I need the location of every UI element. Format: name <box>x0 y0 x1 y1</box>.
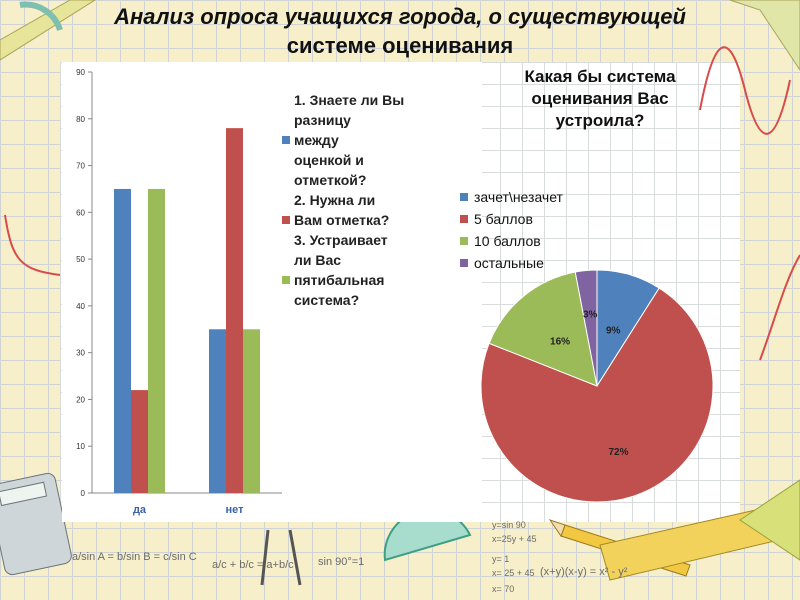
legend-entry: 1. Знаете ли Вы разницу между оценкой и отме… <box>282 90 422 190</box>
legend-entry: 10 баллов <box>460 230 563 252</box>
legend-swatch <box>282 136 290 144</box>
legend-swatch <box>460 259 468 267</box>
x-category-label: да <box>133 504 147 516</box>
y-tick-label: 70 <box>76 162 85 171</box>
note-line: x= 25 + 45 <box>492 568 535 578</box>
legend-entry: 2. Нужна ли Вам отметка? <box>282 190 422 230</box>
pie-chart-title: Какая бы система оценивания Вас устроила… <box>470 66 730 132</box>
slide-title-line: Анализ опроса учащихся города, о существ… <box>114 4 686 29</box>
legend-swatch <box>460 215 468 223</box>
slide-title: Анализ опроса учащихся города, о существ… <box>40 2 760 60</box>
set-square-icon <box>739 479 800 561</box>
legend-label: остальные <box>474 255 544 271</box>
protractor-icon <box>19 1 63 32</box>
pie-data-label: 72% <box>608 447 628 458</box>
legend-label: 5 баллов <box>474 211 533 227</box>
bar <box>148 188 165 493</box>
legend-text-line: между <box>294 132 339 148</box>
x-category-label: нет <box>225 504 244 516</box>
y-tick-label: 60 <box>76 208 85 217</box>
legend-label: зачет\незачет <box>474 189 563 205</box>
legend-text-line: отметкой? <box>294 172 367 188</box>
pie-slice <box>480 287 714 503</box>
bar <box>131 390 148 493</box>
bar <box>209 329 226 493</box>
y-tick-label: 50 <box>76 255 85 264</box>
pie-data-label: 9% <box>606 325 621 336</box>
y-tick-label: 30 <box>76 349 85 358</box>
legend-text-line: система? <box>294 292 360 308</box>
bar <box>243 329 260 493</box>
legend-label: 10 баллов <box>474 233 541 249</box>
formula-fraction: a/c + b/c = a+b/c <box>212 559 294 571</box>
legend-swatch <box>282 216 290 224</box>
legend-swatch <box>460 193 468 201</box>
note-line: y= 1 <box>492 554 509 564</box>
formula-sin90: sin 90°=1 <box>318 556 364 568</box>
legend-swatch <box>282 276 290 284</box>
pie-slice <box>488 271 598 387</box>
legend-entry: зачет\незачет <box>460 186 563 208</box>
pie-data-label: 16% <box>550 336 570 347</box>
compass-icon <box>260 529 302 586</box>
note-line: y=sin 90 <box>492 520 526 530</box>
note-line: x= 70 <box>492 584 514 594</box>
legend-text-line: разницу <box>294 112 351 128</box>
legend-text-line: 1. Знаете ли Вы <box>294 92 405 108</box>
legend-entry: 5 баллов <box>460 208 563 230</box>
legend-text-line: пятибальная <box>294 272 385 288</box>
pie-title-line: оценивания Вас <box>531 89 669 108</box>
legend-text-line: 2. Нужна ли <box>294 192 376 208</box>
note-line: x=25y + 45 <box>492 534 537 544</box>
ruler-top-right-icon <box>729 0 800 71</box>
y-tick-label: 0 <box>81 489 86 498</box>
sine-graph-icon <box>699 46 791 135</box>
formula-difference-of-squares: (x+y)(x-y) = x² - y² <box>540 566 628 578</box>
legend-text-line: ли Вас <box>294 252 342 268</box>
pie-data-label: 3% <box>583 309 598 320</box>
slide-title-line: системе оценивания <box>286 33 514 58</box>
legend-text-line: оценкой и <box>294 152 364 168</box>
pie-title-line: устроила? <box>555 111 645 130</box>
calculator-icon <box>0 472 72 576</box>
pie-title-line: Какая бы система <box>524 67 676 86</box>
legend-text-line: Вам отметка? <box>294 212 390 228</box>
y-tick-label: 40 <box>76 302 85 311</box>
legend-entry: остальные <box>460 252 563 274</box>
bar-chart-legend: 1. Знаете ли Вы разницу между оценкой и отме… <box>282 90 422 310</box>
pie-slice <box>574 269 598 387</box>
y-tick-label: 80 <box>76 115 85 124</box>
bar <box>114 188 131 493</box>
legend-entry: 3. Устраивает ли Вас пятибальная система? <box>282 230 422 310</box>
y-tick-label: 90 <box>76 68 85 77</box>
math-notes: y=sin 90 x=25y + 45 y= 1 x= 25 + 45 x= 7… <box>492 520 537 594</box>
formula-law-of-sines: a/sin A = b/sin B = c/sin C <box>72 551 197 563</box>
curve-graph-right-icon <box>759 254 800 361</box>
y-tick-label: 20 <box>76 395 85 404</box>
pie-chart-legend: зачет\незачет 5 баллов 10 баллов остальные <box>460 186 563 274</box>
legend-text-line: 3. Устраивает <box>294 232 388 248</box>
legend-swatch <box>460 237 468 245</box>
hyperbola-graph-icon <box>4 214 61 276</box>
bar <box>226 128 243 493</box>
y-tick-label: 10 <box>76 442 85 451</box>
